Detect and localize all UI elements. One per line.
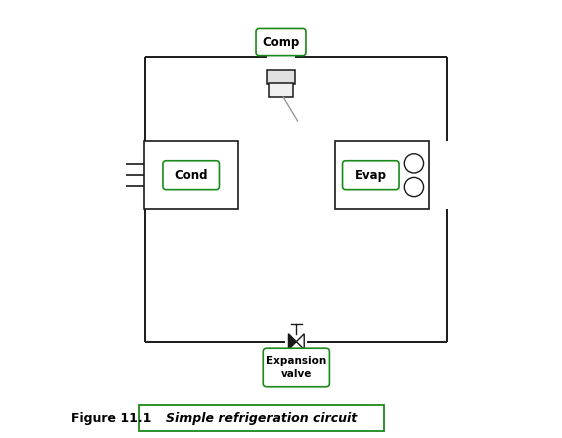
Bar	[269, 83, 293, 97]
Text: Expansion
valve: Expansion valve	[266, 356, 327, 379]
FancyBboxPatch shape	[342, 161, 399, 190]
Bar	[334, 141, 429, 209]
Bar	[267, 71, 295, 84]
Polygon shape	[288, 334, 296, 350]
Text: Simple refrigeration circuit: Simple refrigeration circuit	[166, 412, 357, 425]
Circle shape	[404, 177, 424, 197]
Text: Figure 11.1: Figure 11.1	[71, 412, 151, 425]
FancyBboxPatch shape	[263, 348, 329, 387]
Text: Comp: Comp	[262, 35, 300, 49]
FancyBboxPatch shape	[163, 161, 219, 190]
Text: Evap: Evap	[355, 169, 387, 182]
Polygon shape	[296, 334, 304, 350]
Text: Cond: Cond	[174, 169, 208, 182]
FancyBboxPatch shape	[256, 28, 306, 56]
Circle shape	[404, 154, 424, 173]
FancyBboxPatch shape	[139, 405, 384, 431]
Bar	[144, 141, 238, 209]
